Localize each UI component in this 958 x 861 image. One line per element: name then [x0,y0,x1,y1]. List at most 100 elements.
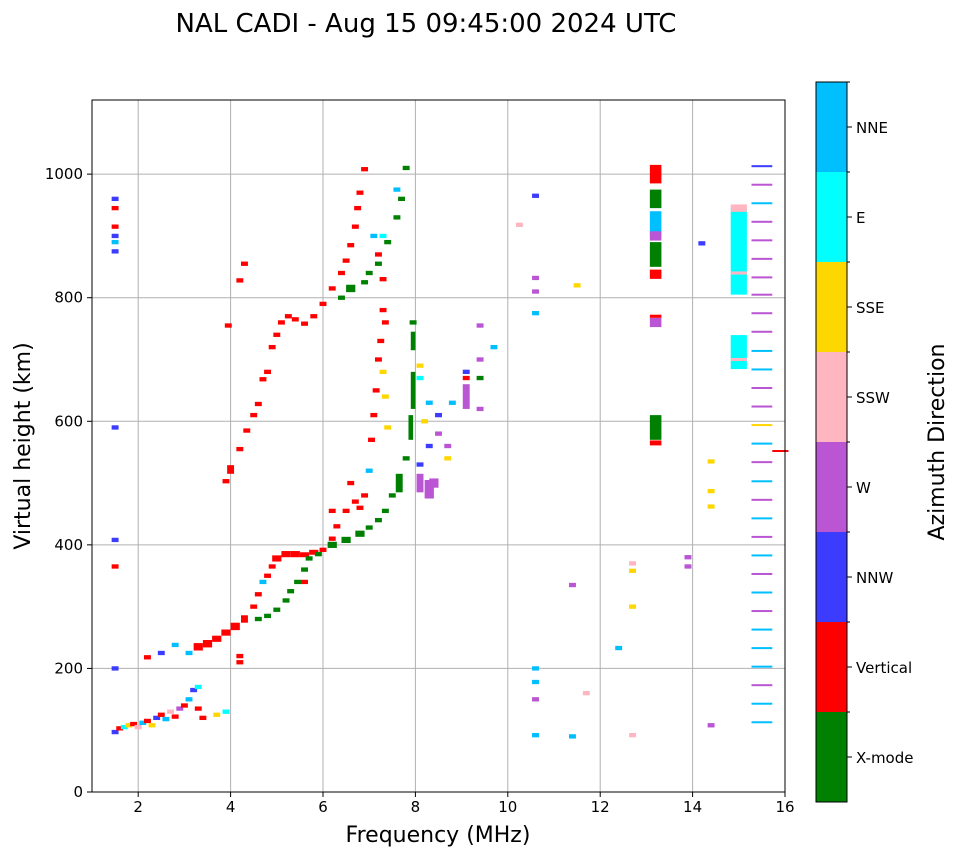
data-point-ssw [629,561,637,566]
colorbar-label-nne: NNE [856,119,888,137]
colorbar-segment [816,532,847,622]
data-point-w [751,572,773,575]
y-tick-label: 400 [54,536,83,554]
data-point-vertical [649,440,662,446]
data-point-x-mode [388,493,396,498]
data-point-x-mode [338,295,345,300]
data-point-vertical [291,317,299,322]
data-point-nne [751,628,773,631]
data-point-x-mode [254,616,262,622]
data-point-w [707,723,715,728]
data-point-nne [751,702,773,705]
data-point-x-mode [327,541,337,548]
colorbar-label-x-mode: X-mode [856,749,913,767]
data-point-vertical [351,499,359,504]
data-point-nne [393,187,401,192]
data-point-vertical [157,712,165,717]
data-point-vertical [277,320,285,325]
data-point-nne [162,716,170,722]
data-point-nne [448,400,456,405]
data-point-vertical [222,479,230,484]
data-point-vertical [356,190,364,195]
data-point-vertical [772,450,789,453]
data-point-sse [379,369,387,375]
data-point-nne [111,239,119,245]
data-point-sse [416,363,424,368]
data-point-vertical [319,301,327,307]
data-point-x-mode [402,165,410,171]
data-point-sse [384,425,392,430]
data-point-x-mode [374,261,382,266]
data-point-vertical [381,320,389,325]
data-point-nne [490,344,498,350]
data-point-x-mode [346,284,356,293]
y-tick-label: 1000 [45,165,83,183]
data-point-sse [629,568,637,573]
colorbar-segment [816,352,847,442]
data-point-nne [171,642,179,648]
colorbar-segment [816,712,847,802]
data-point-nne [532,310,539,316]
data-point-ssw [730,271,747,275]
data-point-nne [751,368,773,371]
data-point-ssw [582,690,590,696]
data-point-x-mode [408,415,414,440]
data-point-w [751,386,773,389]
data-point-nne [751,721,773,724]
data-point-vertical [370,412,378,418]
data-point-x-mode [402,456,410,461]
x-tick-label: 12 [591,798,610,816]
data-point-vertical [342,508,350,514]
data-point-w [751,293,773,296]
data-point-w [751,183,773,186]
colorbar-segment [816,172,847,262]
data-point-nnw [751,165,773,168]
data-point-nnw [111,729,119,735]
data-point-vertical [342,258,350,263]
data-point-w [751,220,773,223]
data-point-nnw [111,233,119,239]
data-point-nnw [190,687,198,693]
data-point-sse [381,394,389,399]
data-point-vertical [240,615,248,623]
data-point-w [751,330,773,333]
grid [92,100,786,793]
data-point-vertical [111,205,119,211]
data-point-sse [444,456,452,461]
data-point-vertical [356,505,364,510]
data-point-vertical [379,307,387,313]
y-tick-label: 800 [54,289,83,307]
data-point-e [379,233,387,239]
data-point-w [462,384,470,409]
data-point-vertical [111,224,119,229]
data-point-nne [569,734,576,739]
data-point-nne [751,554,773,557]
x-tick-label: 14 [683,798,702,816]
data-point-sse [125,723,133,728]
colorbar-segment [816,622,847,712]
data-point-w [751,312,773,315]
data-point-nnw [111,666,119,671]
data-point-vertical [301,579,308,585]
data-point-vertical [290,551,300,558]
data-point-vertical [224,323,232,328]
data-point-vertical [281,551,291,558]
data-point-vertical [351,224,359,229]
data-point-ssw [730,357,747,362]
data-point-vertical [368,437,375,442]
data-point-nne [751,480,773,483]
y-axis-label: Virtual height (km) [11,342,36,549]
data-point-vertical [319,547,327,552]
colorbar-segment [816,442,847,532]
data-point-nne [751,517,773,520]
data-point-x-mode [355,530,365,537]
data-point-w [476,357,484,362]
data-point-x-mode [314,551,322,557]
data-point-vertical [240,261,248,266]
data-point-sse [573,283,581,288]
data-point-vertical [361,493,369,498]
chart-title: NAL CADI - Aug 15 09:45:00 2024 UTC [176,9,677,39]
data-point-vertical [212,635,222,642]
data-point-vertical [130,721,138,727]
